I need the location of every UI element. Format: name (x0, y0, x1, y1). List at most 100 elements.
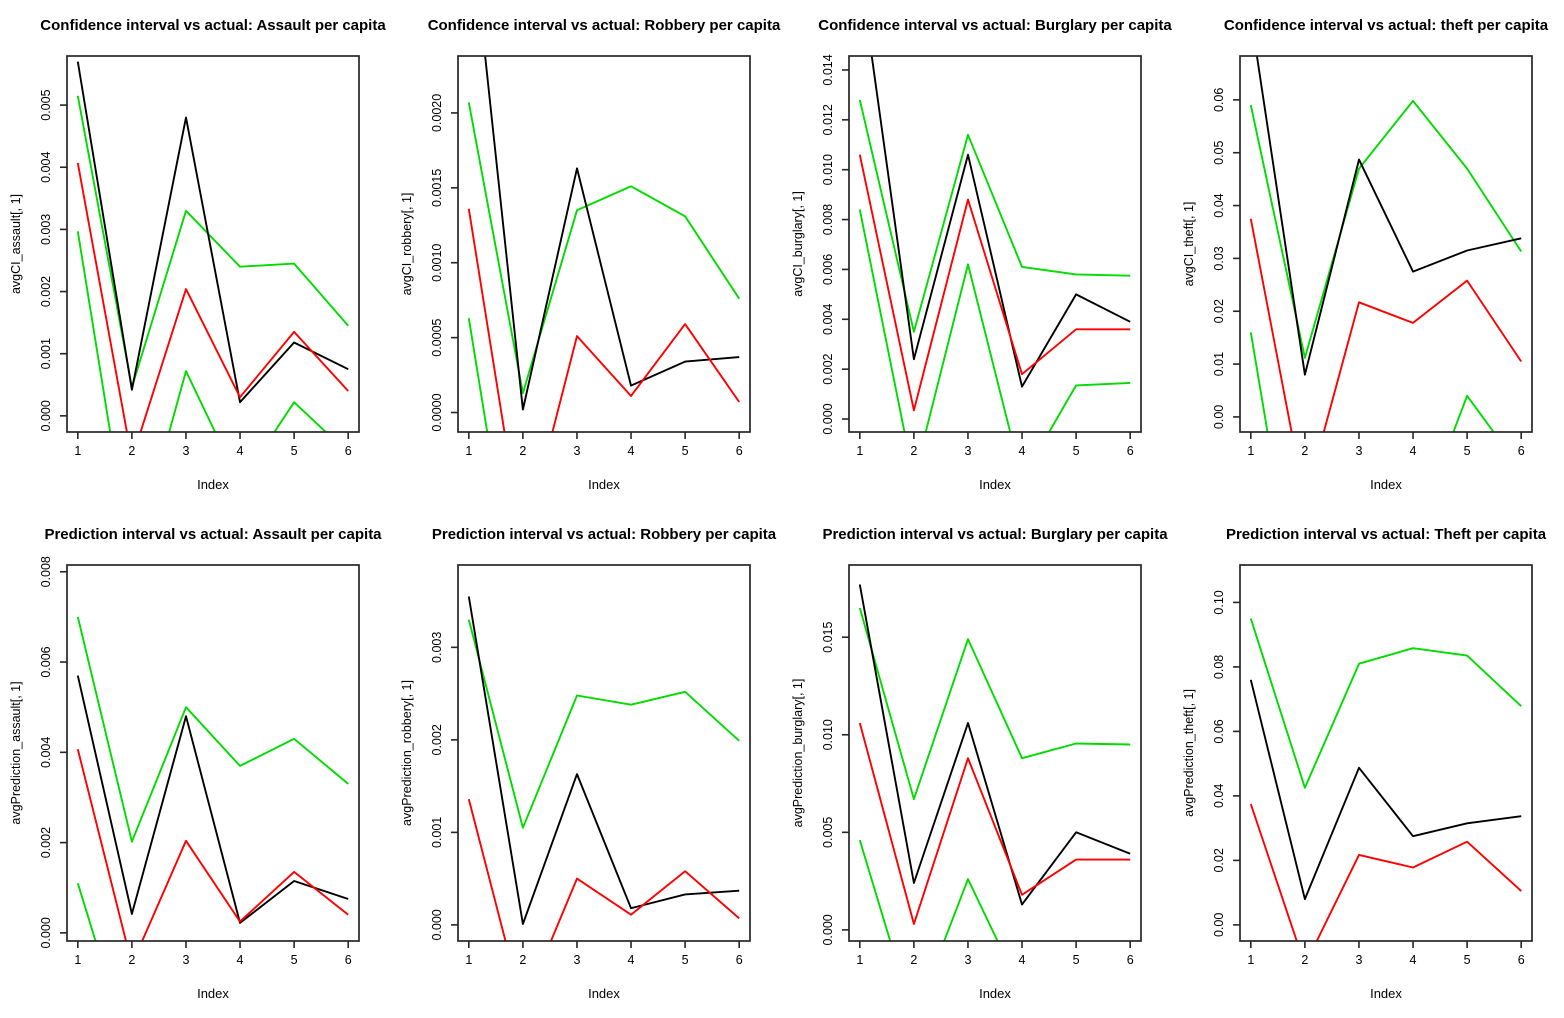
x-tick-label: 5 (682, 953, 689, 967)
y-tick-label: 0.002 (39, 827, 53, 858)
series-line-actual (484, 56, 740, 411)
chart-title: Confidence interval vs actual: Robbery p… (428, 17, 781, 34)
chart-panel: Confidence interval vs actual: theft per… (1173, 0, 1564, 509)
y-axis-title: avgCI_burglary[, 1] (791, 191, 805, 297)
series-line-ci-lower (76, 231, 328, 432)
x-tick-label: 4 (628, 953, 635, 967)
series-line-actual (870, 56, 1131, 388)
x-tick-label: 4 (237, 444, 244, 458)
x-tick-label: 6 (736, 953, 743, 967)
y-tick-label: 0.010 (821, 154, 835, 185)
x-tick-label: 4 (1410, 953, 1417, 967)
series-line-actual (467, 596, 740, 925)
chart-svg: Confidence interval vs actual: Robbery p… (400, 17, 781, 492)
series-line-pi-upper (76, 616, 349, 843)
x-axis-title: Index (197, 986, 229, 1001)
x-tick-label: 6 (1127, 953, 1134, 967)
x-tick-label: 1 (1247, 953, 1254, 967)
y-tick-label: 0.008 (39, 556, 53, 587)
y-tick-label: 0.06 (1212, 719, 1226, 743)
y-tick-label: 0.006 (821, 254, 835, 285)
series-line-ci-upper (1249, 99, 1522, 359)
y-tick-label: 0.012 (821, 104, 835, 135)
y-tick-label: 0.00 (1212, 405, 1226, 429)
y-tick-label: 0.04 (1212, 193, 1226, 217)
series-line-actual (1249, 679, 1522, 901)
x-tick-label: 5 (1073, 444, 1080, 458)
x-tick-label: 4 (1019, 953, 1026, 967)
chart-panel: Confidence interval vs actual: Burglary … (782, 0, 1173, 509)
chart-svg: Prediction interval vs actual: Robbery p… (400, 526, 777, 1001)
y-tick-label: 0.0000 (430, 393, 444, 431)
chart-title: Prediction interval vs actual: Theft per… (1226, 526, 1547, 543)
chart-panel: Prediction interval vs actual: Robbery p… (391, 509, 782, 1018)
x-tick-label: 3 (182, 444, 189, 458)
plot-box (66, 564, 360, 942)
y-tick-label: 0.004 (39, 152, 53, 183)
x-axis-title: Index (1370, 477, 1402, 492)
x-tick-label: 3 (182, 953, 189, 967)
chart-title: Confidence interval vs actual: Burglary … (818, 17, 1172, 34)
x-tick-label: 2 (128, 953, 135, 967)
y-tick-label: 0.10 (1212, 590, 1226, 614)
y-tick-label: 0.014 (821, 54, 835, 85)
x-tick-label: 2 (519, 444, 526, 458)
y-tick-label: 0.06 (1212, 88, 1226, 112)
x-tick-label: 1 (856, 444, 863, 458)
chart-svg: Confidence interval vs actual: Burglary … (791, 17, 1172, 492)
series-line-actual (76, 675, 349, 924)
x-axis-title: Index (979, 477, 1011, 492)
x-tick-label: 1 (1247, 444, 1254, 458)
x-tick-label: 4 (1019, 444, 1026, 458)
y-tick-label: 0.003 (39, 214, 53, 245)
x-tick-label: 3 (964, 953, 971, 967)
y-tick-label: 0.08 (1212, 655, 1226, 679)
series-line-actual (858, 584, 1131, 906)
chart-svg: Confidence interval vs actual: theft per… (1182, 17, 1549, 492)
chart-panel: Prediction interval vs actual: Assault p… (0, 509, 391, 1018)
x-tick-label: 2 (910, 953, 917, 967)
series-line-predicted (76, 162, 349, 432)
y-tick-label: 0.001 (430, 817, 444, 848)
y-tick-label: 0.003 (430, 632, 444, 663)
y-tick-label: 0.005 (39, 89, 53, 120)
y-tick-label: 0.0020 (430, 94, 444, 132)
y-tick-label: 0.001 (39, 338, 53, 369)
series-line-ci-upper (467, 102, 740, 395)
y-axis-title: avgPrediction_assault[, 1] (9, 681, 23, 824)
x-tick-label: 6 (1518, 953, 1525, 967)
x-tick-label: 4 (237, 953, 244, 967)
series-line-pi-lower (858, 839, 999, 941)
plot-box (457, 564, 751, 942)
chart-panel: Confidence interval vs actual: Robbery p… (391, 0, 782, 509)
y-tick-label: 0.000 (430, 909, 444, 940)
y-tick-label: 0.000 (821, 403, 835, 434)
series-line-predicted (1249, 218, 1522, 432)
plot-box (66, 55, 360, 433)
y-tick-label: 0.008 (821, 204, 835, 235)
x-tick-label: 6 (1127, 444, 1134, 458)
x-tick-label: 2 (1301, 444, 1308, 458)
x-tick-label: 6 (736, 444, 743, 458)
chart-title: Prediction interval vs actual: Assault p… (44, 526, 382, 543)
y-tick-label: 0.02 (1212, 848, 1226, 872)
y-axis-title: avgCI_robbery[, 1] (400, 193, 414, 296)
series-line-ci-lower (1249, 332, 1495, 432)
x-tick-label: 4 (1410, 444, 1417, 458)
y-tick-label: 0.000 (39, 400, 53, 431)
x-tick-label: 3 (573, 953, 580, 967)
plot-box (1239, 55, 1533, 433)
x-tick-label: 2 (910, 444, 917, 458)
x-axis-title: Index (197, 477, 229, 492)
series-line-pi-upper (858, 607, 1131, 801)
y-tick-label: 0.02 (1212, 299, 1226, 323)
x-axis-title: Index (979, 986, 1011, 1001)
x-tick-label: 4 (628, 444, 635, 458)
x-tick-label: 5 (291, 953, 298, 967)
series-line-pi-upper (1249, 618, 1522, 789)
y-tick-label: 0.0005 (430, 318, 444, 356)
y-tick-label: 0.004 (39, 737, 53, 768)
series-line-predicted (858, 154, 1131, 412)
x-tick-label: 3 (1355, 953, 1362, 967)
